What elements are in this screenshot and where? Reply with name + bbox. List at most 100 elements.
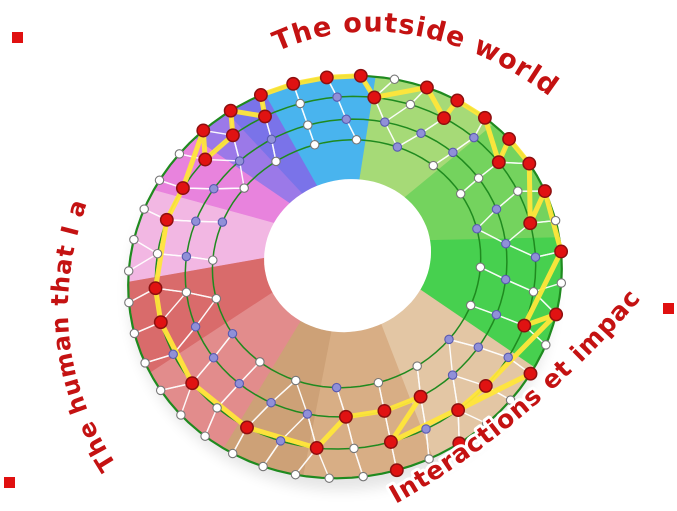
graph-node-red [148, 281, 163, 296]
graph-node-white [290, 469, 301, 480]
graph-node-white [303, 120, 313, 130]
graph-node-red [537, 184, 552, 199]
graph-node-white [412, 361, 422, 371]
graph-node-white [211, 293, 222, 304]
graph-node-white [550, 215, 561, 226]
graph-node-red [477, 110, 492, 125]
graph-node-red [338, 409, 353, 424]
graph-node-white [324, 473, 334, 483]
graph-node-red [153, 315, 168, 330]
selection-handle[interactable] [12, 32, 23, 43]
graph-node-purple [275, 436, 286, 446]
graph-node-white [424, 454, 434, 464]
graph-node-purple [491, 309, 502, 320]
graph-node-white [181, 287, 192, 298]
graph-node-red [319, 70, 334, 85]
graph-node-purple [503, 352, 513, 363]
graph-nodes-red [148, 68, 569, 478]
selection-handle[interactable] [663, 303, 674, 314]
graph-node-purple [421, 424, 431, 434]
graph-node-purple [448, 147, 458, 158]
graph-node-purple [501, 238, 511, 249]
graph-node-red [159, 212, 174, 227]
graph-node-white [271, 156, 281, 167]
graph-node-red [419, 80, 434, 95]
graph-node-red [523, 366, 538, 381]
graph-node-red [383, 435, 398, 449]
graph-node-white [455, 189, 466, 199]
graph-node-red [452, 436, 467, 451]
graph-node-red [223, 103, 238, 118]
graph-node-red [185, 376, 200, 391]
graph-node-white [556, 278, 567, 288]
graph-node-red [286, 76, 301, 91]
graph-node-purple [332, 92, 342, 102]
graph-node-purple [444, 334, 454, 345]
graph-node-red [554, 244, 569, 259]
graph-node-white [465, 300, 476, 311]
graph-node-purple [491, 204, 502, 214]
graph-node-white [351, 135, 362, 145]
graph-node-red [198, 152, 213, 167]
graph-node-white [358, 471, 368, 482]
graph-node-white [208, 255, 218, 265]
graph-node-purple [191, 216, 201, 227]
graph-node-white [212, 403, 222, 413]
graph-node-red [491, 155, 506, 170]
graph-node-purple [530, 252, 541, 262]
graph-node-white [176, 410, 186, 420]
graph-node-white [428, 160, 439, 171]
graph-node-red [225, 128, 240, 143]
graph-node-purple [234, 378, 245, 389]
graph-node-white [239, 183, 249, 193]
graph-node-white [295, 98, 305, 109]
graph-nodes [123, 74, 567, 483]
selection-handle[interactable] [4, 477, 15, 488]
graph-node-red [258, 109, 272, 124]
graph-node-purple [380, 117, 390, 127]
graph-node-white [258, 461, 268, 472]
graph-node-purple [331, 382, 342, 393]
graph-node-purple [469, 132, 479, 143]
graph-node-red [517, 318, 532, 333]
graph-node-white [513, 186, 523, 196]
graph-node-red [478, 378, 493, 393]
graph-node-white [124, 297, 134, 308]
graph-node-white [481, 418, 492, 429]
graph-node-purple [392, 142, 403, 152]
graph-node-red [522, 156, 537, 171]
graph-node-white [174, 149, 185, 159]
graph-node-red [367, 90, 382, 105]
graph-node-red [389, 463, 404, 478]
graph-node-white [528, 287, 539, 297]
graph-node-red [309, 441, 324, 455]
graph-node-purple [227, 328, 238, 339]
graph-node-red [413, 389, 428, 404]
graph-node-white [152, 248, 163, 259]
graph-node-white [129, 328, 140, 339]
graph-node-white [291, 375, 301, 386]
graph-node-purple [266, 134, 277, 145]
graph-node-white [505, 395, 516, 405]
graph-node-white [255, 357, 265, 367]
graph-node-purple [181, 251, 192, 262]
graph-node-red [450, 93, 465, 108]
graph-node-purple [208, 353, 219, 363]
graph-node-white [475, 262, 486, 273]
graph-node-white [349, 443, 359, 454]
graph-node-white [541, 340, 551, 350]
graph-node-purple [472, 224, 482, 234]
graph-node-purple [266, 397, 276, 408]
graph-node-purple [416, 128, 426, 139]
graph-node-purple [473, 342, 484, 352]
graph-node-white [227, 448, 238, 459]
graph-node-purple [234, 156, 245, 166]
graph-node-purple [217, 217, 228, 227]
graph-node-red [502, 132, 517, 146]
graph-node-purple [168, 349, 178, 360]
graph-node-white [139, 204, 149, 214]
graph-node-white [154, 175, 165, 186]
graph-node-purple [341, 114, 352, 125]
